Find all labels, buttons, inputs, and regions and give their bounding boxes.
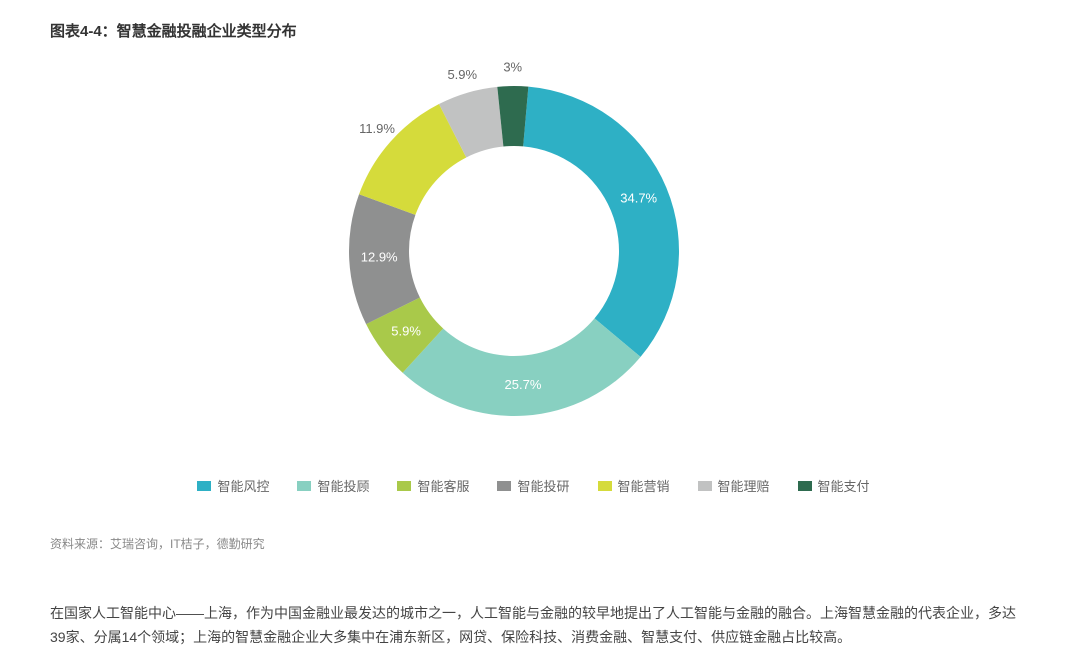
- chart-container: 34.7% 25.7% 5.9% 12.9% 11.9% 5.9% 3%: [50, 61, 1017, 461]
- slice-label: 25.7%: [504, 377, 541, 392]
- legend: 智能风控 智能投顾 智能客服 智能投研 智能营销 智能理赔 智能支付: [50, 476, 1017, 495]
- slice-label: 3%: [503, 61, 522, 74]
- legend-item: 智能投研: [497, 476, 569, 495]
- slice-label: 5.9%: [447, 67, 477, 82]
- legend-label: 智能支付: [818, 476, 870, 495]
- legend-item: 智能投顾: [297, 476, 369, 495]
- donut-chart: 34.7% 25.7% 5.9% 12.9% 11.9% 5.9% 3%: [314, 61, 754, 461]
- legend-item: 智能营销: [598, 476, 670, 495]
- legend-swatch: [497, 481, 511, 491]
- slice-label: 5.9%: [391, 324, 421, 339]
- legend-item: 智能风控: [197, 476, 269, 495]
- slice: [523, 87, 679, 357]
- legend-label: 智能投研: [517, 476, 569, 495]
- source-text: 资料来源：艾瑞咨询，IT桔子，德勤研究: [50, 535, 1017, 552]
- legend-swatch: [297, 481, 311, 491]
- body-paragraph: 在国家人工智能中心——上海，作为中国金融业最发达的城市之一，人工智能与金融的较早…: [50, 602, 1017, 650]
- legend-item: 智能客服: [397, 476, 469, 495]
- slice-label: 12.9%: [360, 250, 397, 265]
- legend-swatch: [598, 481, 612, 491]
- legend-swatch: [698, 481, 712, 491]
- slice-label: 11.9%: [359, 121, 395, 136]
- chart-title: 图表4-4：智慧金融投融企业类型分布: [50, 20, 1017, 41]
- legend-swatch: [397, 481, 411, 491]
- legend-label: 智能风控: [217, 476, 269, 495]
- slice-label: 34.7%: [620, 191, 657, 206]
- legend-label: 智能客服: [417, 476, 469, 495]
- legend-item: 智能支付: [798, 476, 870, 495]
- legend-swatch: [197, 481, 211, 491]
- legend-label: 智能营销: [618, 476, 670, 495]
- legend-label: 智能投顾: [317, 476, 369, 495]
- legend-item: 智能理赔: [698, 476, 770, 495]
- legend-label: 智能理赔: [718, 476, 770, 495]
- legend-swatch: [798, 481, 812, 491]
